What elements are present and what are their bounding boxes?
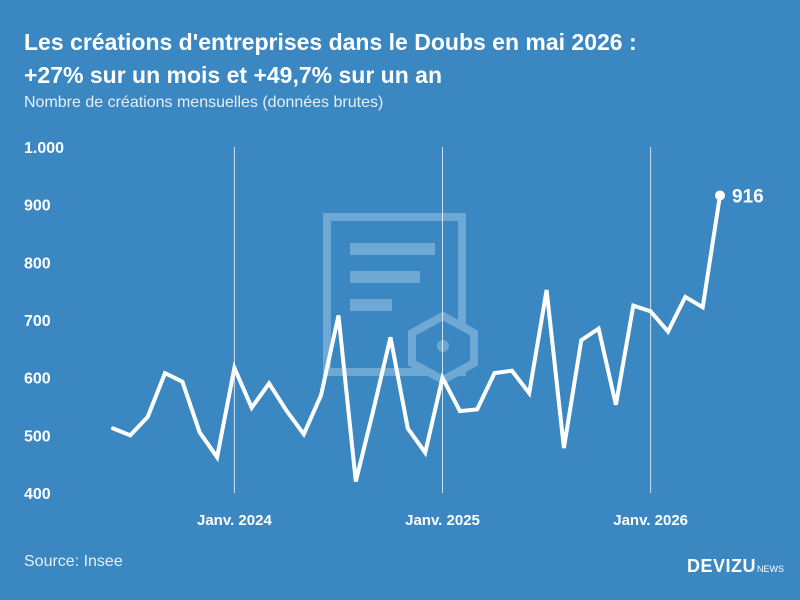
y-tick-label: 400 <box>24 486 51 503</box>
y-tick-label: 800 <box>24 255 51 272</box>
x-tick-label: Janv. 2025 <box>405 512 480 529</box>
x-tick-label: Janv. 2026 <box>613 512 688 529</box>
y-tick-label: 900 <box>24 198 51 215</box>
y-tick-label: 1.000 <box>24 140 64 157</box>
watermark-line <box>350 243 435 255</box>
watermark-line <box>350 299 392 311</box>
last-point-marker <box>715 190 725 201</box>
brand-logo: DEVIZUNEWS <box>687 556 784 577</box>
y-tick-label: 700 <box>24 313 51 330</box>
y-tick-label: 600 <box>24 371 51 388</box>
chart-title: Les créations d'entreprises dans le Doub… <box>24 26 784 92</box>
watermark-page <box>323 213 466 376</box>
chart-subtitle: Nombre de créations mensuelles (données … <box>24 94 384 111</box>
y-tick-label: 500 <box>24 428 51 445</box>
watermark-line <box>350 271 420 283</box>
document-watermark-icon <box>323 213 478 385</box>
title-line-1: Les créations d'entreprises dans le Doub… <box>24 29 637 55</box>
series-line <box>111 193 722 482</box>
last-value-label: 916 <box>732 186 764 207</box>
title-line-2: +27% sur un mois et +49,7% sur un an <box>24 62 442 88</box>
source-note: Source: Insee <box>24 553 123 570</box>
x-tick-label: Janv. 2024 <box>197 512 272 529</box>
brand-name: DEVIZU <box>686 556 756 576</box>
brand-subtitle: NEWS <box>757 564 784 574</box>
